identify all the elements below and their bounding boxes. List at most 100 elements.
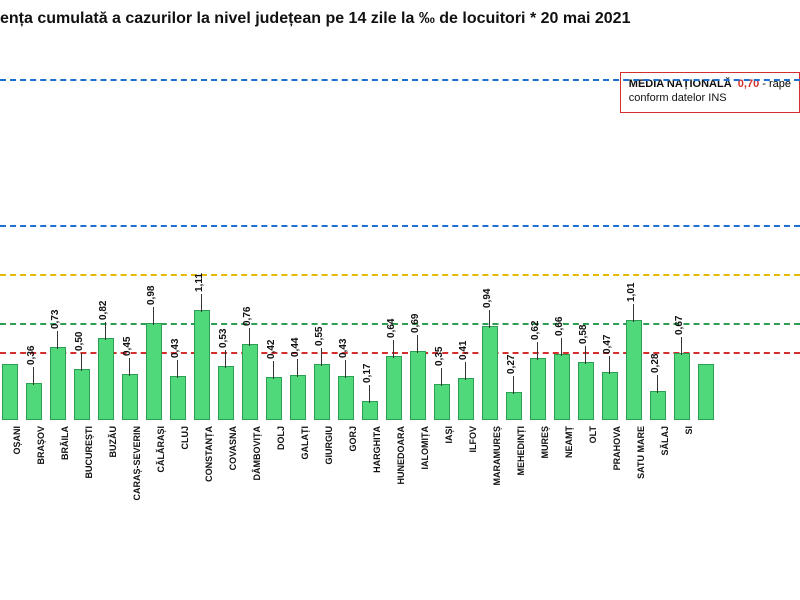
value-label: 0,76 bbox=[242, 307, 253, 326]
value-leader bbox=[369, 385, 370, 403]
chart-title: ența cumulată a cazurilor la nivel județ… bbox=[0, 10, 630, 28]
axis-label: OȘANI bbox=[12, 426, 22, 546]
bar bbox=[50, 347, 66, 420]
value-label: 0,55 bbox=[314, 327, 325, 346]
value-label: 0,98 bbox=[146, 285, 157, 304]
axis-label: PRAHOVA bbox=[612, 426, 622, 546]
value-leader bbox=[393, 340, 394, 358]
axis-label: SI bbox=[684, 426, 694, 546]
bar bbox=[338, 376, 354, 420]
value-leader bbox=[681, 337, 682, 355]
value-leader bbox=[657, 375, 658, 393]
bar bbox=[146, 323, 162, 420]
axis-label: CONSTANȚA bbox=[204, 426, 214, 546]
axis-label: MEHEDINȚI bbox=[516, 426, 526, 546]
bar bbox=[170, 376, 186, 420]
value-label: 0,41 bbox=[458, 341, 469, 360]
axis-label: IALOMIȚA bbox=[420, 426, 430, 546]
value-leader bbox=[81, 353, 82, 371]
value-label: 0,50 bbox=[74, 332, 85, 351]
value-label: 0,58 bbox=[578, 324, 589, 343]
axis-label: SĂLAJ bbox=[660, 426, 670, 546]
value-label: 0,73 bbox=[50, 309, 61, 328]
value-label: 0,28 bbox=[650, 353, 661, 372]
chart-plot-area: 0,360,730,500,820,450,980,431,110,530,76… bbox=[0, 50, 800, 420]
value-label: 0,64 bbox=[386, 318, 397, 337]
value-label: 0,35 bbox=[434, 346, 445, 365]
bar bbox=[410, 351, 426, 420]
value-leader bbox=[441, 368, 442, 386]
bar bbox=[194, 310, 210, 420]
value-label: 0,36 bbox=[26, 345, 37, 364]
bar bbox=[26, 383, 42, 420]
bar bbox=[434, 384, 450, 420]
axis-label: OLT bbox=[588, 426, 598, 546]
value-label: 0,66 bbox=[554, 316, 565, 335]
value-label: 0,43 bbox=[170, 339, 181, 358]
axis-label: IAȘI bbox=[444, 426, 454, 546]
axis-label: GIURGIU bbox=[324, 426, 334, 546]
value-label: 0,42 bbox=[266, 340, 277, 359]
axis-label: MUREȘ bbox=[540, 426, 550, 546]
axis-label: BRAȘOV bbox=[36, 426, 46, 546]
threshold-line bbox=[0, 274, 800, 276]
value-label: 0,94 bbox=[482, 289, 493, 308]
axis-label: HUNEDOARA bbox=[396, 426, 406, 546]
threshold-line bbox=[0, 79, 800, 81]
value-leader bbox=[129, 358, 130, 376]
axis-label: ILFOV bbox=[468, 426, 478, 546]
axis-label: SATU MARE bbox=[636, 426, 646, 546]
value-label: 0,43 bbox=[338, 339, 349, 358]
bar bbox=[602, 372, 618, 420]
value-leader bbox=[537, 342, 538, 360]
bar bbox=[506, 392, 522, 420]
value-leader bbox=[297, 359, 298, 377]
value-label: 1,01 bbox=[626, 282, 637, 301]
bar bbox=[74, 369, 90, 420]
bar bbox=[362, 401, 378, 420]
value-label: 0,62 bbox=[530, 320, 541, 339]
bar bbox=[98, 338, 114, 420]
value-leader bbox=[153, 307, 154, 325]
bar bbox=[2, 364, 18, 420]
axis-label: CLUJ bbox=[180, 426, 190, 546]
value-leader bbox=[225, 350, 226, 368]
value-label: 0,45 bbox=[122, 337, 133, 356]
value-label: 0,17 bbox=[362, 364, 373, 383]
axis-label: CĂLĂRAȘI bbox=[156, 426, 166, 546]
threshold-line bbox=[0, 225, 800, 227]
value-label: 0,82 bbox=[98, 301, 109, 320]
value-label: 1,11 bbox=[194, 273, 205, 292]
value-label: 0,69 bbox=[410, 313, 421, 332]
axis-label: BUCUREȘTI bbox=[84, 426, 94, 546]
value-leader bbox=[609, 356, 610, 374]
axis-label: BUZĂU bbox=[108, 426, 118, 546]
axis-label: COVASNA bbox=[228, 426, 238, 546]
value-leader bbox=[105, 322, 106, 340]
axis-label: HARGHITA bbox=[372, 426, 382, 546]
value-leader bbox=[321, 348, 322, 366]
bar bbox=[578, 362, 594, 420]
value-label: 0,44 bbox=[290, 338, 301, 357]
bar bbox=[674, 353, 690, 420]
value-leader bbox=[345, 360, 346, 378]
axis-label: NEAMȚ bbox=[564, 426, 574, 546]
bar bbox=[698, 364, 714, 420]
bar bbox=[242, 344, 258, 420]
bar bbox=[122, 374, 138, 420]
axis-label: MARAMUREȘ bbox=[492, 426, 502, 546]
value-leader bbox=[561, 338, 562, 356]
value-label: 0,67 bbox=[674, 315, 685, 334]
value-leader bbox=[177, 360, 178, 378]
x-axis-labels: OȘANIBRAȘOVBRĂILABUCUREȘTIBUZĂUCARAȘ-SEV… bbox=[0, 422, 800, 592]
bar bbox=[290, 375, 306, 420]
axis-label: GALAȚI bbox=[300, 426, 310, 546]
axis-label: CARAȘ-SEVERIN bbox=[132, 426, 142, 546]
value-leader bbox=[249, 328, 250, 346]
value-leader bbox=[513, 376, 514, 394]
value-label: 0,27 bbox=[506, 354, 517, 373]
bar bbox=[554, 354, 570, 420]
bar bbox=[386, 356, 402, 420]
value-leader bbox=[273, 361, 274, 379]
value-leader bbox=[57, 331, 58, 349]
